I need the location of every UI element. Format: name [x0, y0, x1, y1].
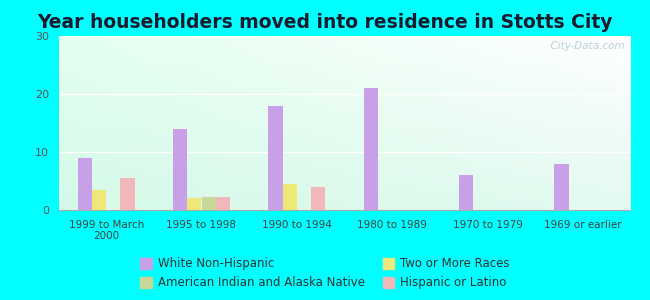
- Bar: [120, 178, 135, 210]
- Bar: [77, 158, 92, 210]
- Bar: [283, 184, 297, 210]
- Bar: [311, 187, 326, 210]
- Legend: White Non-Hispanic, American Indian and Alaska Native, Two or More Races, Hispan: White Non-Hispanic, American Indian and …: [135, 253, 515, 294]
- Bar: [363, 88, 378, 210]
- Bar: [459, 175, 473, 210]
- Bar: [202, 197, 216, 210]
- Bar: [216, 197, 230, 210]
- Text: City-Data.com: City-Data.com: [544, 41, 625, 51]
- Bar: [187, 198, 202, 210]
- Bar: [92, 190, 106, 210]
- Bar: [554, 164, 569, 210]
- Bar: [268, 106, 283, 210]
- Bar: [173, 129, 187, 210]
- Text: Year householders moved into residence in Stotts City: Year householders moved into residence i…: [37, 14, 613, 32]
